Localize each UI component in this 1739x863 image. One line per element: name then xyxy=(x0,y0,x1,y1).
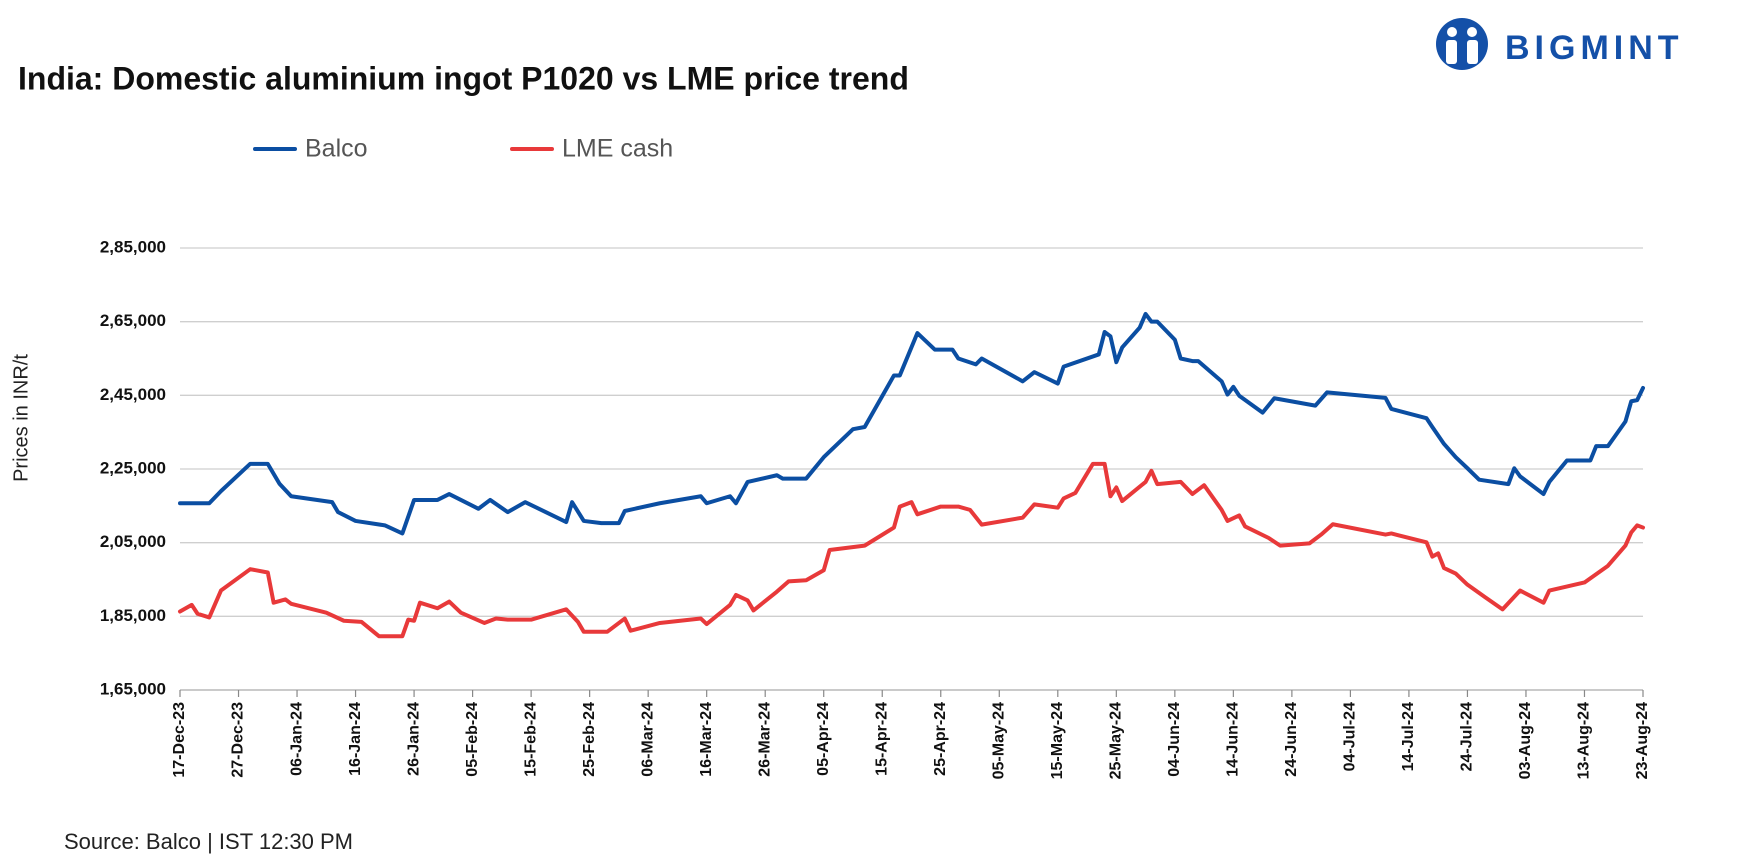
x-tick-label: 14-Jul-24 xyxy=(1400,702,1417,771)
x-tick-label: 15-Feb-24 xyxy=(522,702,539,777)
logo-icon-body xyxy=(1467,40,1478,64)
x-tick-label: 04-Jul-24 xyxy=(1342,702,1359,771)
logo-text: BIGMINT xyxy=(1505,29,1684,67)
y-tick-label: 2,45,000 xyxy=(100,385,166,404)
x-tick-label: 17-Dec-23 xyxy=(171,702,188,778)
x-tick-label: 05-May-24 xyxy=(990,702,1007,779)
y-axis-label: Prices in INR/t xyxy=(10,354,32,482)
x-tick-label: 24-Jul-24 xyxy=(1459,702,1476,771)
source-note: Source: Balco | IST 12:30 PM xyxy=(64,829,353,854)
logo-icon-head xyxy=(1467,27,1477,37)
x-tick-label: 25-May-24 xyxy=(1108,702,1125,779)
legend-label: LME cash xyxy=(562,135,673,163)
x-tick-label: 05-Feb-24 xyxy=(464,702,481,777)
legend-label: Balco xyxy=(305,135,368,163)
series-line xyxy=(178,461,1645,639)
x-tick-label: 27-Dec-23 xyxy=(230,702,247,778)
x-tick-label: 05-Apr-24 xyxy=(815,702,832,776)
logo-icon xyxy=(1436,18,1488,70)
y-tick-label: 1,65,000 xyxy=(100,679,166,698)
x-tick-label: 25-Feb-24 xyxy=(581,702,598,777)
logo-icon-body xyxy=(1446,40,1457,64)
y-tick-label: 1,85,000 xyxy=(100,606,166,625)
x-tick-label: 16-Jan-24 xyxy=(347,702,364,776)
x-tick-label: 13-Aug-24 xyxy=(1576,702,1593,779)
x-tick-label: 04-Jun-24 xyxy=(1166,702,1183,777)
y-tick-label: 2,85,000 xyxy=(100,237,166,256)
x-tick-label: 24-Jun-24 xyxy=(1283,702,1300,777)
x-tick-label: 23-Aug-24 xyxy=(1634,702,1651,779)
x-tick-label: 03-Aug-24 xyxy=(1517,702,1534,779)
series-line xyxy=(178,311,1645,536)
x-tick-label: 06-Mar-24 xyxy=(639,702,656,777)
x-tick-label: 25-Apr-24 xyxy=(932,702,949,776)
y-tick-label: 2,65,000 xyxy=(100,311,166,330)
x-tick-label: 26-Mar-24 xyxy=(756,702,773,777)
x-tick-label: 06-Jan-24 xyxy=(288,702,305,776)
x-tick-label: 14-Jun-24 xyxy=(1225,702,1242,777)
logo: BIGMINT xyxy=(1436,18,1684,70)
x-tick-label: 15-May-24 xyxy=(1049,702,1066,779)
chart-title: India: Domestic aluminium ingot P1020 vs… xyxy=(18,60,909,96)
x-tick-label: 16-Mar-24 xyxy=(698,702,715,777)
x-tick-label: 15-Apr-24 xyxy=(873,702,890,776)
y-tick-label: 2,05,000 xyxy=(100,532,166,551)
logo-icon-head xyxy=(1447,27,1457,37)
x-tick-label: 26-Jan-24 xyxy=(405,702,422,776)
y-tick-label: 2,25,000 xyxy=(100,458,166,477)
